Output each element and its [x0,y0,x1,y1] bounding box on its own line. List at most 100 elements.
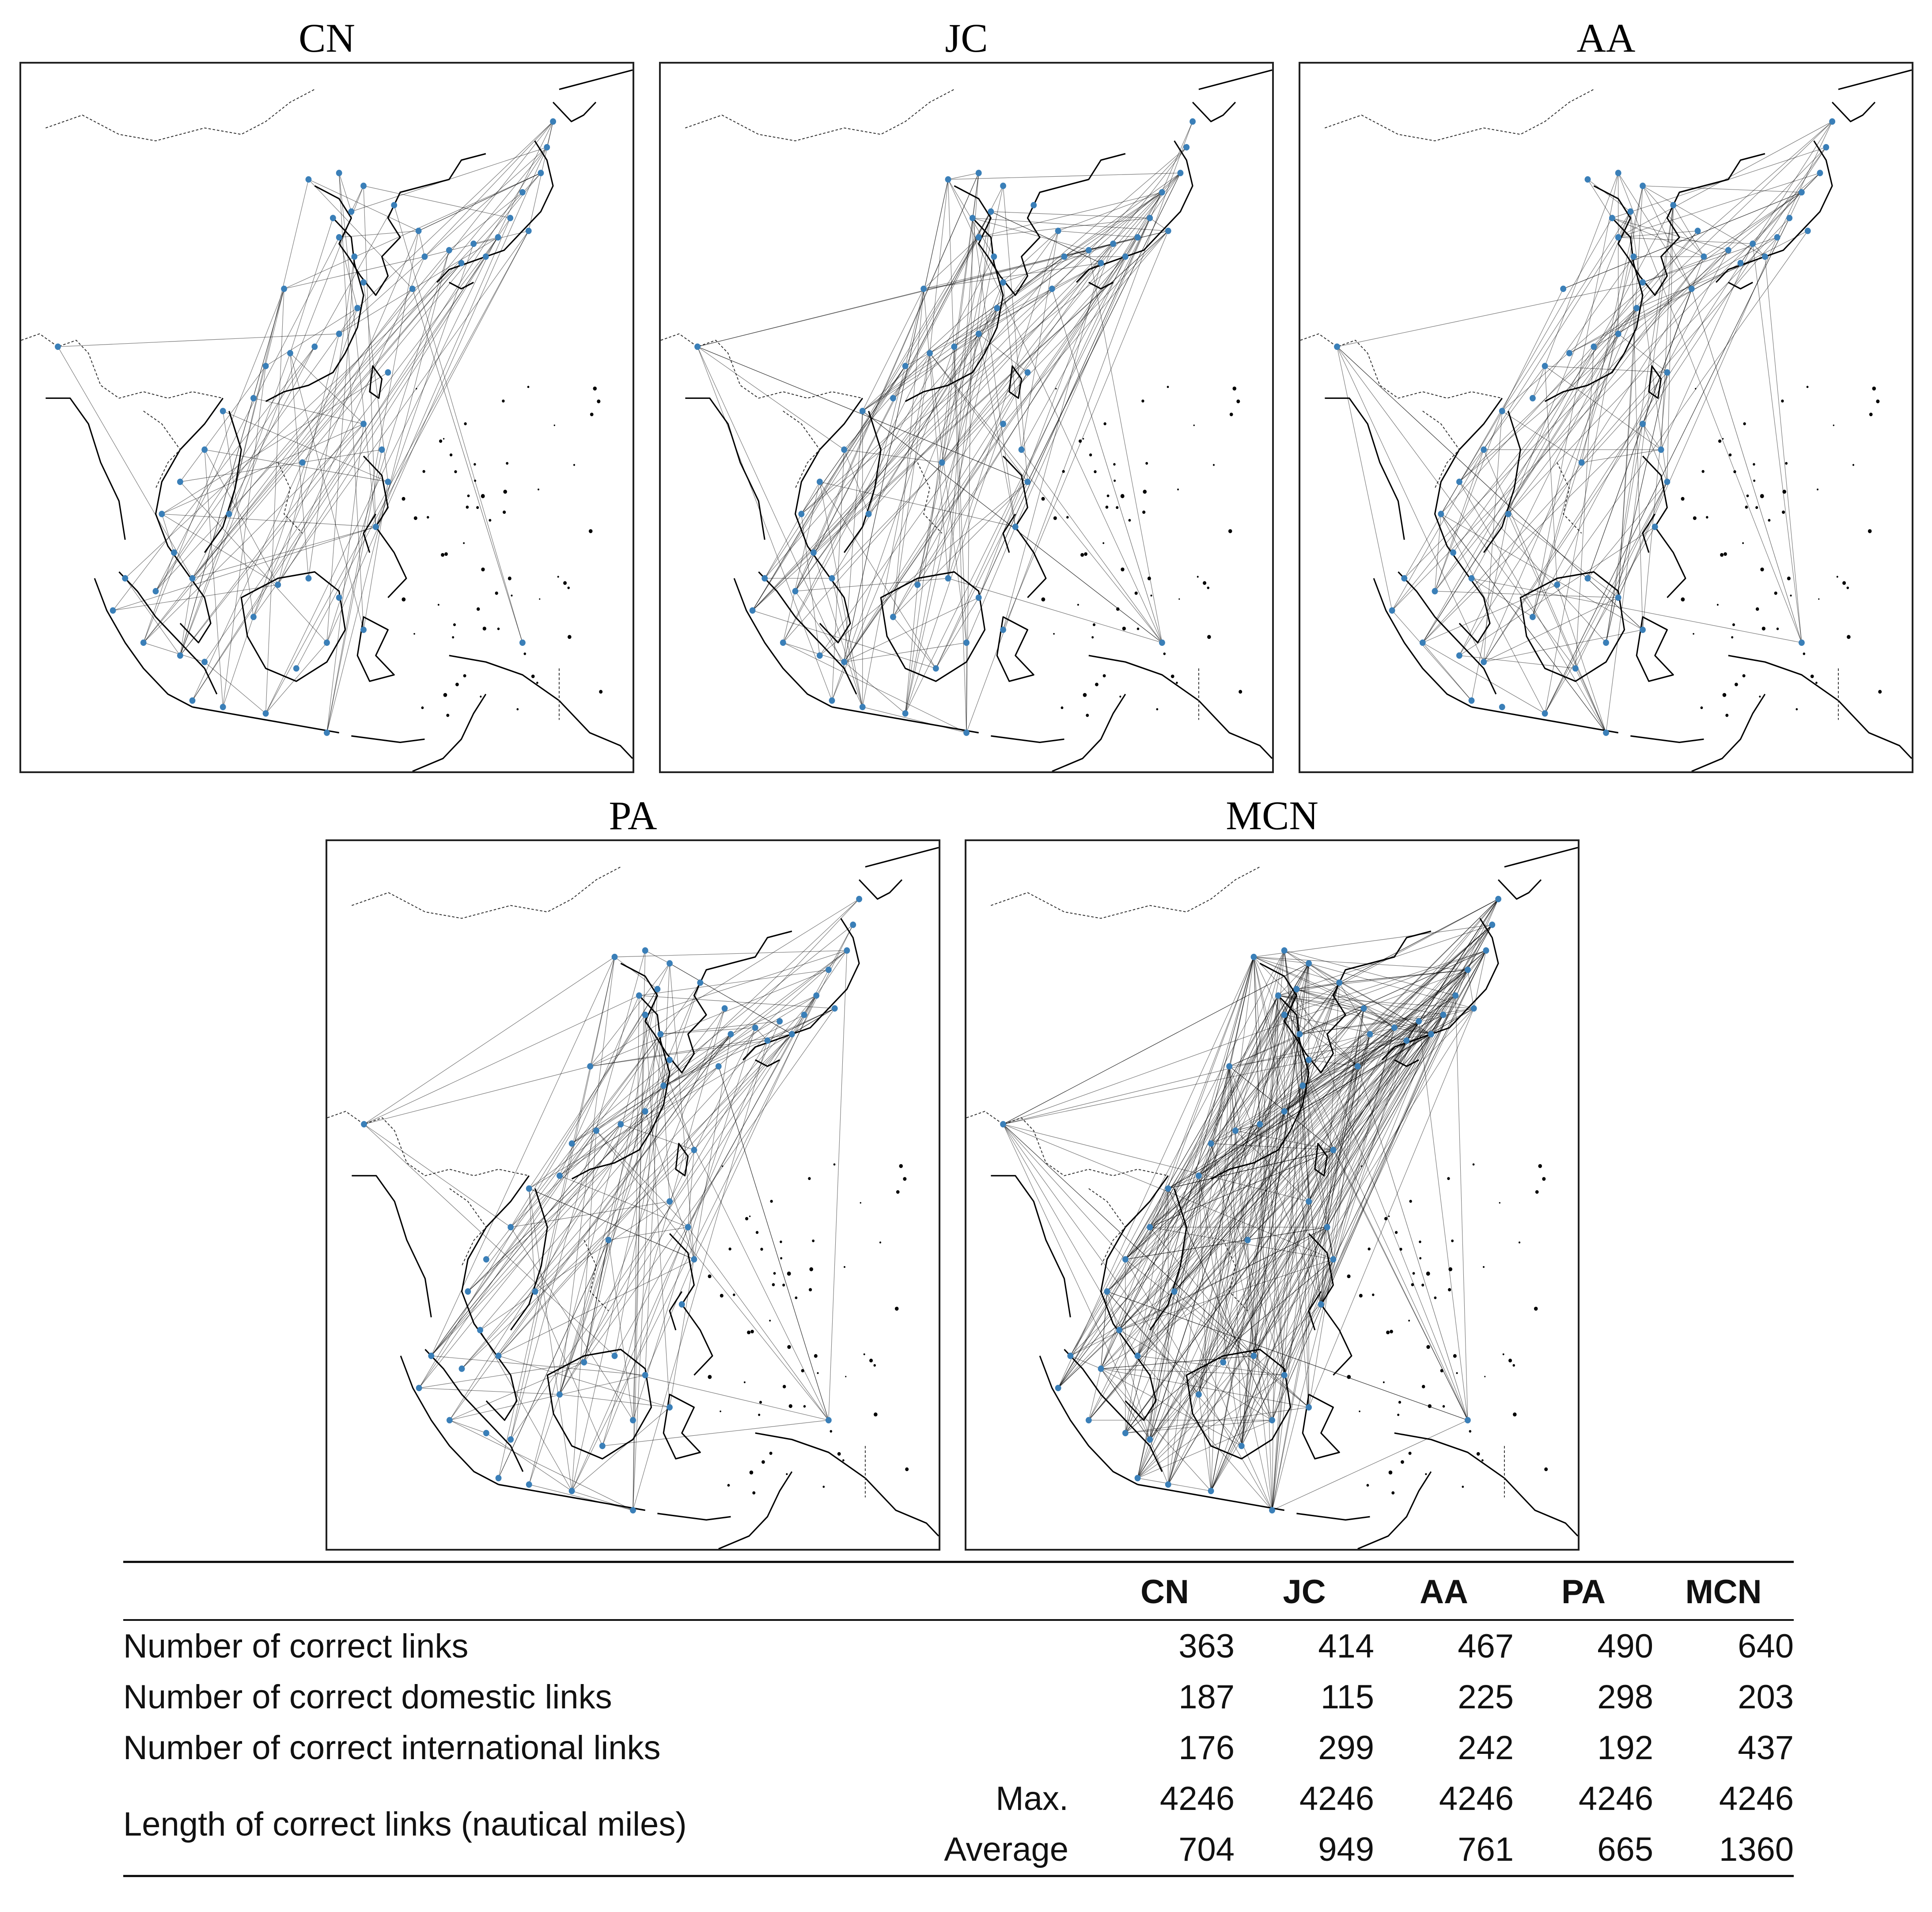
island [1442,1405,1445,1408]
shipping-link [645,983,701,1112]
island [1167,386,1169,388]
port-node [975,234,982,241]
shipping-link [1125,1034,1370,1260]
port-node [1603,729,1609,736]
port-node [354,305,361,311]
shipping-link [1392,231,1698,611]
shipping-link [1508,513,1619,598]
shipping-link [529,1008,835,1189]
shipping-link [978,334,1016,527]
island [1742,674,1746,678]
port-node [975,594,982,601]
port-node [865,511,872,517]
port-node [324,639,330,646]
shipping-link [1459,288,1692,656]
port-node [275,581,281,588]
network-map [1299,62,1913,773]
shipping-link [1241,995,1279,1446]
shipping-link [1229,1008,1364,1067]
shipping-link [1119,989,1297,1331]
port-node [1208,1487,1214,1495]
shipping-link [1618,186,1643,598]
shipping-link [1064,192,1163,257]
shipping-link [1502,211,1631,411]
shipping-link [1198,1130,1236,1176]
port-node [798,511,805,517]
shipping-link [752,610,936,669]
shipping-link [590,969,829,1067]
shipping-link [559,995,640,1176]
row-label: Number of correct domestic links [123,1678,612,1716]
island [1421,1385,1425,1388]
island [567,586,570,589]
shipping-link [559,1034,661,1395]
island [1116,506,1119,509]
port-node [1456,652,1462,659]
port-node [1330,1256,1337,1263]
port-node [281,285,288,292]
shipping-link [954,147,1187,347]
island [1113,463,1116,466]
shipping-link [783,256,994,643]
table-cell: 414 [1318,1627,1374,1665]
coastline [1088,281,1114,290]
coastline [553,102,597,122]
shipping-link [1474,950,1486,1009]
shipping-link [1272,1066,1358,1510]
coastline [742,918,860,1061]
island [1743,422,1746,425]
shipping-link [583,1008,835,1363]
shipping-link [832,282,1004,701]
panel-title: AA [1576,15,1636,61]
shipping-link [1471,205,1674,579]
port-node [945,176,951,183]
shipping-link [1321,983,1340,1305]
island [795,1296,798,1299]
shipping-link [1168,1014,1443,1485]
island [523,653,527,655]
island [1425,1473,1427,1475]
shipping-link [663,1085,829,1420]
shipping-link [339,237,358,308]
coastline [1064,1349,1163,1472]
coastline [1642,455,1686,598]
port-node [1615,330,1621,337]
shipping-link [1581,237,1777,463]
shipping-link [277,237,498,585]
shipping-link [1168,1066,1230,1485]
shipping-link [1440,231,1698,514]
island [476,607,480,611]
port-node [1232,1127,1239,1134]
port-node [1177,170,1184,176]
table-cell: 187 [1178,1678,1235,1716]
port-node [1354,1063,1361,1070]
port-node [1495,895,1501,903]
shipping-link [1642,256,1704,424]
shipping-link [1308,963,1432,1035]
shipping-link [180,237,498,656]
shipping-link [633,1028,756,1420]
island [1781,399,1784,403]
shipping-link [1247,1240,1254,1356]
shipping-link [1149,1227,1327,1440]
shipping-link [844,597,979,662]
port-node [1367,1031,1373,1038]
island [1693,633,1694,635]
port-node [1432,588,1438,595]
island [531,674,535,679]
shipping-link [1125,956,1254,1434]
shipping-link [498,1240,609,1479]
port-node [1804,228,1811,234]
table-cell: 640 [1738,1627,1794,1665]
shipping-link [972,217,1089,250]
shipping-link [590,899,860,1067]
shipping-link [1434,514,1441,592]
port-node [816,478,823,485]
island [787,1271,791,1276]
shipping-link [229,288,284,514]
shipping-link [905,584,918,713]
table-cell: 192 [1597,1729,1653,1767]
port-node [1658,446,1664,453]
shipping-link [1587,179,1613,218]
shipping-link [1364,969,1468,1009]
